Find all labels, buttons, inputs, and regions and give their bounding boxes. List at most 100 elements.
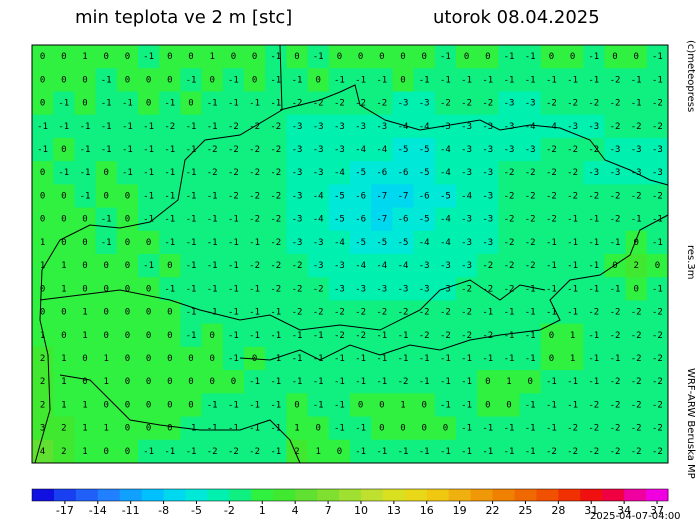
cell-value: 0 (421, 400, 426, 410)
cell-value: -1 (207, 122, 218, 132)
cell-value: -2 (652, 447, 663, 457)
cell-value: -1 (313, 331, 324, 341)
cell-value: 1 (103, 377, 108, 387)
cell-value: -2 (461, 308, 472, 318)
cell-value: 0 (443, 424, 448, 434)
cell-value: -3 (398, 99, 409, 109)
cell-value: -1 (292, 354, 303, 364)
grid-cell (328, 161, 351, 185)
cell-value: -1 (461, 400, 472, 410)
grid-cell (74, 439, 97, 464)
cell-value: -1 (228, 308, 239, 318)
grid-cell (456, 45, 478, 69)
cell-value: -2 (652, 331, 663, 341)
cell-value: -5 (419, 168, 430, 178)
cell-value: -2 (567, 145, 578, 155)
cell-value: 2 (40, 400, 45, 410)
cell-value: -4 (440, 215, 451, 225)
cell-value: 2 (633, 261, 638, 271)
grid-cell (180, 230, 203, 255)
grid-cell (265, 393, 287, 418)
cell-value: -2 (270, 215, 281, 225)
grid-cell (53, 207, 75, 232)
cell-value: 4 (40, 447, 45, 457)
cell-value: 0 (125, 354, 130, 364)
grid-cell (562, 439, 584, 464)
title: min teplota ve 2 m [stc] (75, 7, 292, 28)
grid-cell (286, 45, 309, 69)
cell-value: -3 (398, 284, 409, 294)
cell-value: -1 (164, 191, 175, 201)
colorbar-swatch (514, 489, 537, 501)
grid-cell (180, 114, 203, 139)
grid-cell (159, 207, 181, 232)
grid-cell (201, 207, 224, 232)
grid-cell (286, 300, 309, 325)
grid-cell (53, 300, 75, 325)
grid-cell (265, 323, 287, 348)
grid-cell (604, 370, 627, 394)
cell-value: -1 (207, 238, 218, 248)
grid-cell (519, 416, 542, 441)
cell-value: 0 (40, 52, 45, 62)
cell-value: -2 (567, 99, 578, 109)
colorbar-tick-label: 34 (617, 504, 631, 517)
grid-cell (244, 370, 266, 394)
grid-cell (159, 230, 181, 255)
grid-cell (625, 207, 648, 232)
cell-value: -6 (355, 191, 366, 201)
grid-cell (646, 323, 669, 348)
colorbar-swatch (229, 489, 252, 501)
grid-cell (201, 114, 224, 139)
grid-cell (307, 254, 330, 278)
grid-cell (222, 300, 245, 325)
grid-cell (477, 439, 499, 464)
cell-value: -1 (355, 354, 366, 364)
cell-value: -1 (355, 377, 366, 387)
colorbar-swatch (119, 489, 143, 501)
grid-cell (519, 161, 542, 185)
cell-value: -5 (398, 145, 409, 155)
grid-cell (328, 416, 351, 441)
cell-value: -2 (588, 424, 599, 434)
cell-value: -1 (567, 284, 578, 294)
grid-cell (286, 416, 309, 441)
grid-cell (201, 137, 224, 162)
grid-cell (328, 91, 351, 116)
cell-value: -1 (567, 238, 578, 248)
grid-cell (307, 184, 330, 209)
grid-cell (456, 370, 478, 394)
cell-value: 0 (103, 284, 108, 294)
grid-cell (95, 277, 118, 301)
cell-value: -1 (482, 75, 493, 85)
cell-value: -1 (270, 354, 281, 364)
grid-cell (32, 45, 54, 69)
grid-cell (583, 370, 605, 394)
grid-cell (604, 184, 627, 209)
grid-cell (159, 161, 181, 185)
cell-value: -1 (567, 75, 578, 85)
grid-cell (180, 161, 203, 185)
grid-cell (583, 184, 605, 209)
cell-value: 0 (315, 75, 320, 85)
grid-cell (244, 91, 266, 116)
cell-value: -1 (355, 424, 366, 434)
grid-cell (116, 230, 139, 255)
grid-cell (371, 45, 393, 69)
grid-cell (138, 439, 160, 464)
grid-cell (498, 68, 521, 92)
cell-value: 0 (146, 238, 151, 248)
cell-value: -1 (186, 284, 197, 294)
cell-value: 0 (40, 308, 45, 318)
grid-cell (540, 277, 563, 301)
grid-cell (328, 184, 351, 209)
grid-cell (350, 137, 372, 162)
grid-cell (540, 161, 563, 185)
colorbar-tick-label: -5 (191, 504, 202, 517)
cell-value: -1 (376, 331, 387, 341)
grid-cell (307, 416, 330, 441)
grid-cell (286, 184, 309, 209)
cell-value: 1 (61, 284, 66, 294)
cell-value: 0 (146, 99, 151, 109)
cell-value: -2 (207, 168, 218, 178)
